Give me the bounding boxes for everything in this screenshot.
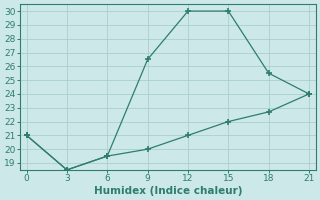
X-axis label: Humidex (Indice chaleur): Humidex (Indice chaleur) <box>93 186 242 196</box>
